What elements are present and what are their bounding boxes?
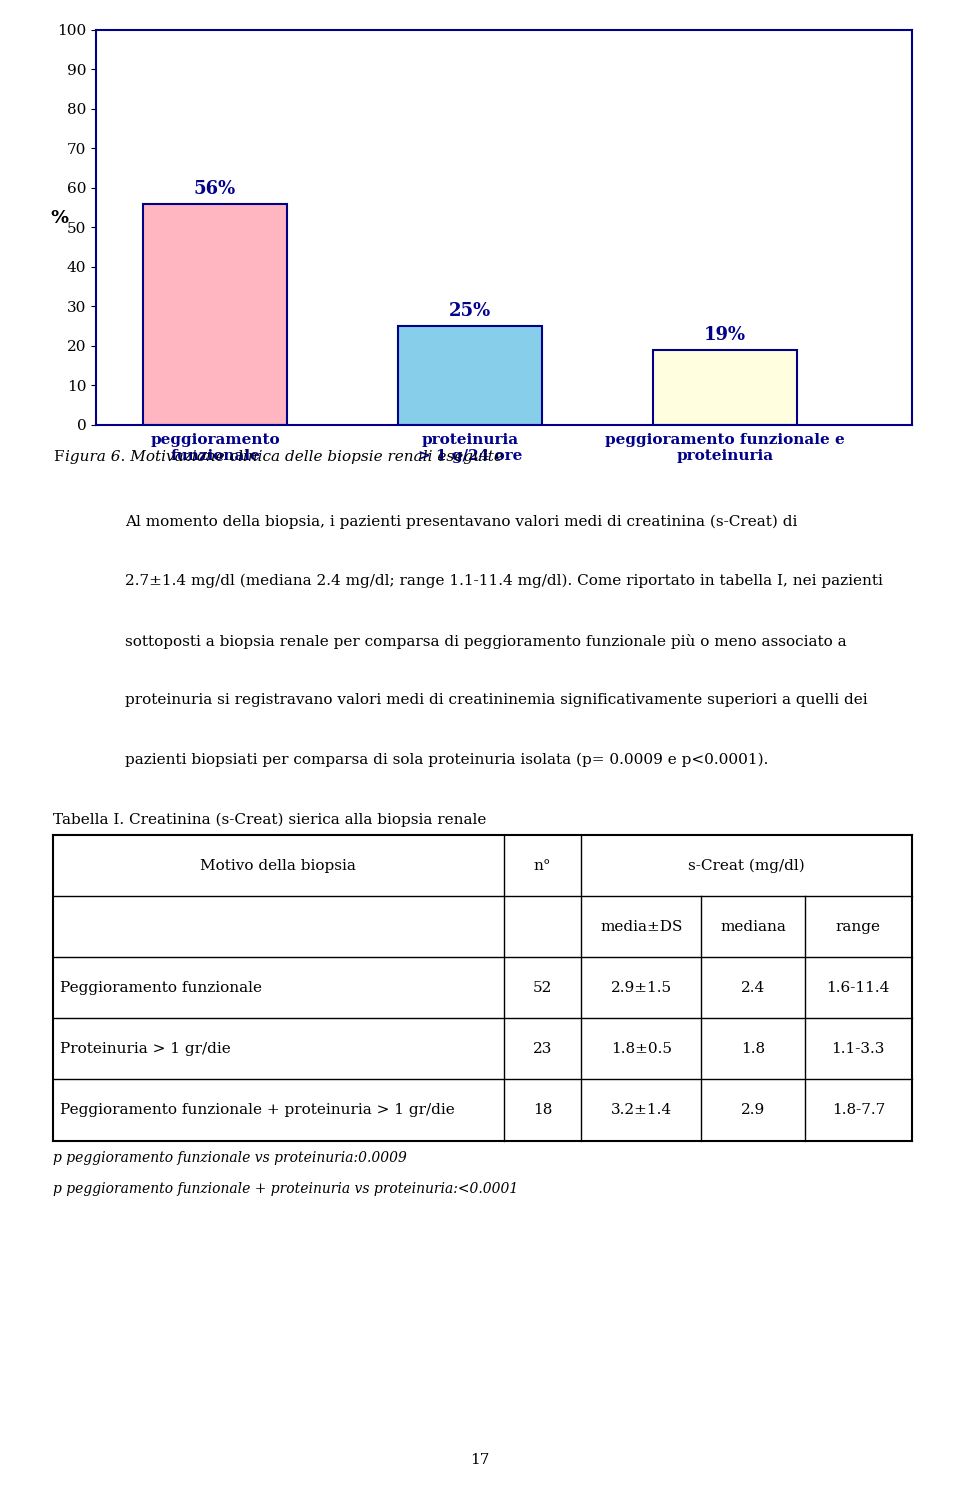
Text: 1.1-3.3: 1.1-3.3 [831,1042,885,1056]
Text: 25%: 25% [449,303,492,321]
Text: p peggioramento funzionale vs proteinuria:0.0009: p peggioramento funzionale vs proteinuri… [53,1151,407,1164]
Text: 3.2±1.4: 3.2±1.4 [611,1103,672,1117]
Text: 1.8: 1.8 [741,1042,765,1056]
Text: Motivo della biopsia: Motivo della biopsia [201,859,356,872]
Text: Tabella I. Creatinina (s-Creat) sierica alla biopsia renale: Tabella I. Creatinina (s-Creat) sierica … [53,813,486,828]
Text: Al momento della biopsia, i pazienti presentavano valori medi di creatinina (s-C: Al momento della biopsia, i pazienti pre… [125,514,797,529]
Y-axis label: %: % [50,209,68,228]
Text: 1.8-7.7: 1.8-7.7 [831,1103,885,1117]
Text: 52: 52 [533,981,552,994]
Text: F: F [53,450,63,464]
Text: n°: n° [534,859,551,872]
Text: igura 6. Motivazione clinica delle biopsie renali eseguite: igura 6. Motivazione clinica delle biops… [65,450,503,464]
Text: 56%: 56% [194,180,236,198]
Text: 2.4: 2.4 [741,981,765,994]
Text: 2.9: 2.9 [741,1103,765,1117]
Text: 18: 18 [533,1103,552,1117]
Bar [143,204,287,425]
Text: 1.6-11.4: 1.6-11.4 [827,981,890,994]
Text: s-Creat (mg/dl): s-Creat (mg/dl) [688,859,805,872]
Text: media±DS: media±DS [600,920,683,933]
Text: 17: 17 [470,1454,490,1467]
Text: pazienti biopsiati per comparsa di sola proteinuria isolata (p= 0.0009 e p<0.000: pazienti biopsiati per comparsa di sola … [125,753,768,768]
Text: 19%: 19% [704,327,746,344]
Text: 1.8±0.5: 1.8±0.5 [611,1042,672,1056]
Text: proteinuria si registravano valori medi di creatininemia significativamente supe: proteinuria si registravano valori medi … [125,693,868,707]
Text: 2.9±1.5: 2.9±1.5 [611,981,672,994]
Text: 2.7±1.4 mg/dl (mediana 2.4 mg/dl; range 1.1-11.4 mg/dl). Come riportato in tabel: 2.7±1.4 mg/dl (mediana 2.4 mg/dl; range … [125,574,882,589]
Text: Proteinuria > 1 gr/die: Proteinuria > 1 gr/die [60,1042,230,1056]
Text: Peggioramento funzionale: Peggioramento funzionale [60,981,262,994]
Text: sottoposti a biopsia renale per comparsa di peggioramento funzionale più o meno : sottoposti a biopsia renale per comparsa… [125,634,847,649]
Text: Peggioramento funzionale + proteinuria > 1 gr/die: Peggioramento funzionale + proteinuria >… [60,1103,454,1117]
Text: p peggioramento funzionale + proteinuria vs proteinuria:<0.0001: p peggioramento funzionale + proteinuria… [53,1182,518,1196]
Bar [397,327,542,425]
Text: mediana: mediana [720,920,786,933]
Text: 23: 23 [533,1042,552,1056]
Text: range: range [836,920,881,933]
Bar [653,350,797,425]
